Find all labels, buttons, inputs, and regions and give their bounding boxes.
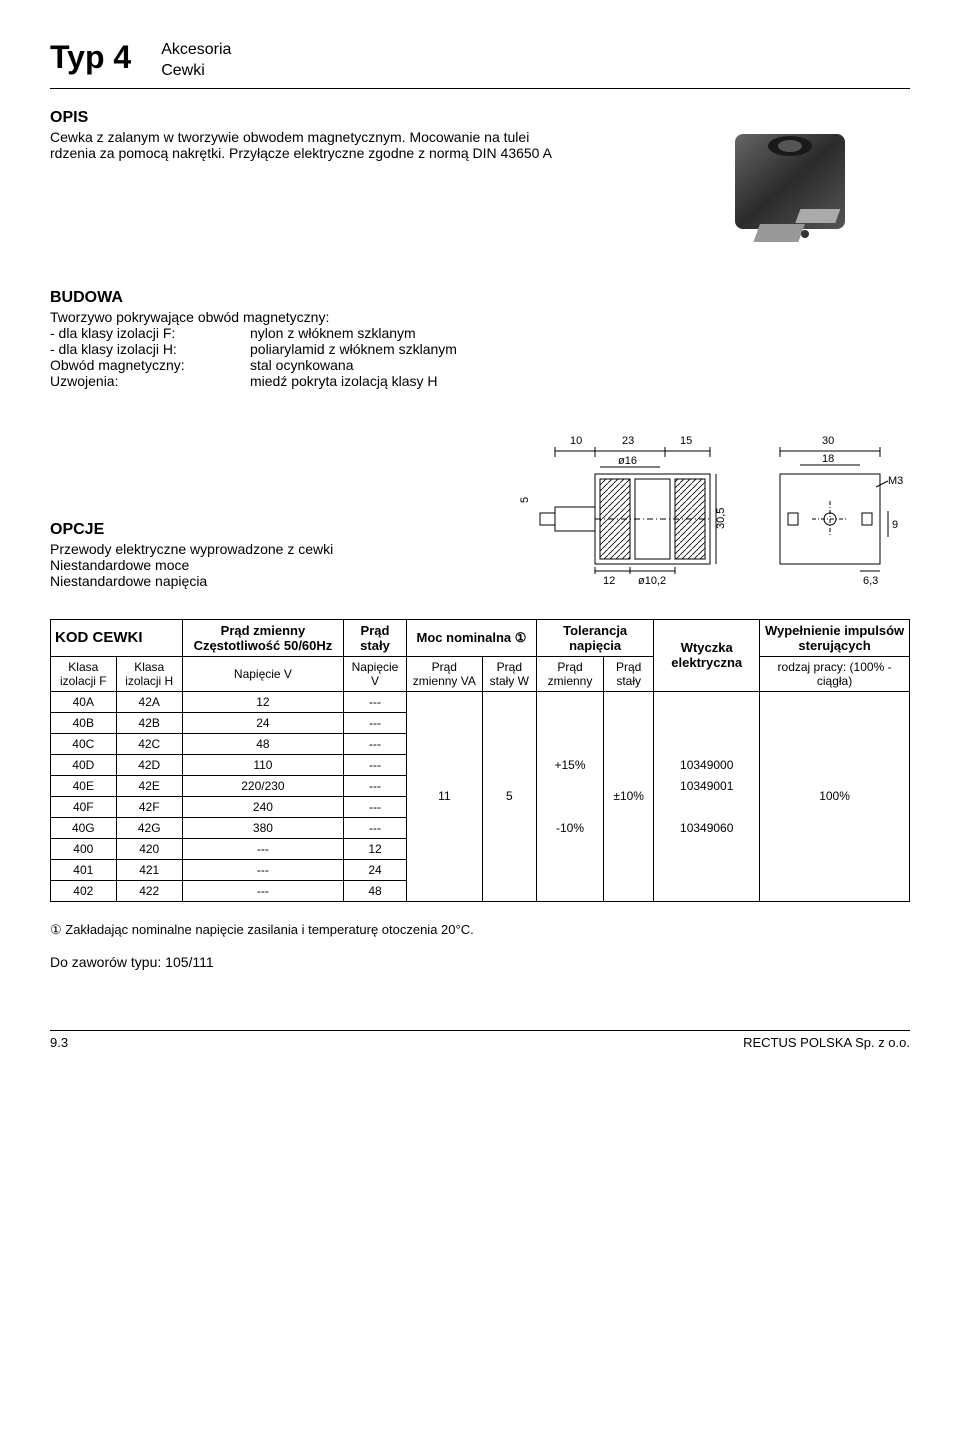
svg-text:23: 23 — [622, 435, 634, 447]
header-rule — [50, 88, 910, 89]
cell-wt3: 10349060 — [654, 817, 760, 838]
opis-text: Cewka z zalanym w tworzywie obwodem magn… — [50, 129, 570, 161]
th-tol-top: Tolerancja napięcia — [563, 623, 627, 653]
th-klasa-f: Klasa izolacji F — [60, 660, 107, 688]
cell-wt1: 10349000 — [654, 754, 760, 775]
th-moc-top: Moc nominalna ① — [417, 630, 527, 645]
th-rodzaj: rodzaj pracy: (100% - ciągła) — [778, 660, 892, 688]
svg-text:5: 5 — [519, 496, 531, 502]
budowa-val-0: nylon z włóknem szklanym — [250, 325, 416, 341]
svg-text:10: 10 — [570, 435, 582, 447]
cell-tol-plus: +15% — [536, 754, 603, 775]
table-row: 40A42A 12--- 11 5 ±10% 100% — [51, 691, 910, 712]
budowa-val-2: stal ocynkowana — [250, 357, 354, 373]
svg-text:30: 30 — [822, 435, 834, 447]
budowa-label-0: - dla klasy izolacji F: — [50, 325, 250, 341]
th-kod: KOD CEWKI — [55, 629, 143, 646]
th-moc-st: Prąd stały W — [490, 660, 529, 688]
budowa-label-1: - dla klasy izolacji H: — [50, 341, 250, 357]
th-nap-1: Napięcie V — [234, 667, 292, 681]
th-nap-2: Napięcie V — [352, 660, 399, 688]
type-title: Typ 4 — [50, 40, 131, 75]
cell-tol-st: ±10% — [604, 691, 654, 901]
budowa-val-1: poliarylamid z włóknem szklanym — [250, 341, 457, 357]
th-tol-st: Prąd stały — [616, 660, 641, 688]
svg-text:ø10,2: ø10,2 — [638, 575, 666, 587]
footnote: ① Zakładając nominalne napięcie zasilani… — [50, 922, 910, 938]
opcje-title: OPCJE — [50, 521, 333, 539]
th-st-top: Prąd stały — [360, 623, 390, 653]
front-view-diagram: 30 18 M3 9 6,3 — [760, 429, 910, 589]
svg-text:ø16: ø16 — [618, 455, 637, 467]
th-wyp: Wypełnienie impulsów sterujących — [765, 623, 904, 653]
budowa-val-3: miedź pokryta izolacją klasy H — [250, 373, 438, 389]
svg-text:9: 9 — [892, 519, 898, 531]
header-sub1: Akcesoria — [161, 40, 231, 61]
th-tol-zm: Prąd zmienny — [548, 660, 593, 688]
budowa-label-3: Uzwojenia: — [50, 373, 250, 389]
svg-text:12: 12 — [603, 575, 615, 587]
th-klasa-h: Klasa izolacji H — [125, 660, 173, 688]
coil-photo — [680, 99, 910, 289]
cross-section-diagram: 10 23 15 ø16 5 30,5 12 — [500, 429, 730, 589]
cell-va: 11 — [406, 691, 482, 901]
svg-text:6,3: 6,3 — [863, 575, 878, 587]
th-zm-top: Prąd zmienny Częstotliwość 50/60Hz — [194, 623, 333, 653]
svg-text:30,5: 30,5 — [715, 507, 727, 528]
cell-w: 5 — [482, 691, 536, 901]
opcje-line-0: Przewody elektryczne wyprowadzone z cewk… — [50, 541, 333, 557]
budowa-intro: Tworzywo pokrywające obwód magnetyczny: — [50, 309, 910, 325]
cell-wyp: 100% — [760, 691, 910, 901]
company-name: RECTUS POLSKA Sp. z o.o. — [743, 1035, 910, 1050]
budowa-title: BUDOWA — [50, 289, 910, 307]
valve-types: Do zaworów typu: 105/111 — [50, 954, 910, 970]
budowa-label-2: Obwód magnetyczny: — [50, 357, 250, 373]
page-number: 9.3 — [50, 1035, 68, 1050]
opcje-line-1: Niestandardowe moce — [50, 557, 333, 573]
th-moc-zm: Prąd zmienny VA — [413, 660, 476, 688]
spec-table: KOD CEWKI Prąd zmienny Częstotliwość 50/… — [50, 619, 910, 902]
svg-text:15: 15 — [680, 435, 692, 447]
cell-tol-minus: -10% — [536, 817, 603, 838]
header-sub2: Cewki — [161, 61, 231, 82]
cell-wt2: 10349001 — [654, 775, 760, 796]
opis-title: OPIS — [50, 109, 570, 127]
opcje-line-2: Niestandardowe napięcia — [50, 573, 333, 589]
svg-text:M3: M3 — [888, 475, 903, 487]
svg-text:18: 18 — [822, 453, 834, 465]
th-wtyczka: Wtyczka elektryczna — [671, 640, 742, 670]
